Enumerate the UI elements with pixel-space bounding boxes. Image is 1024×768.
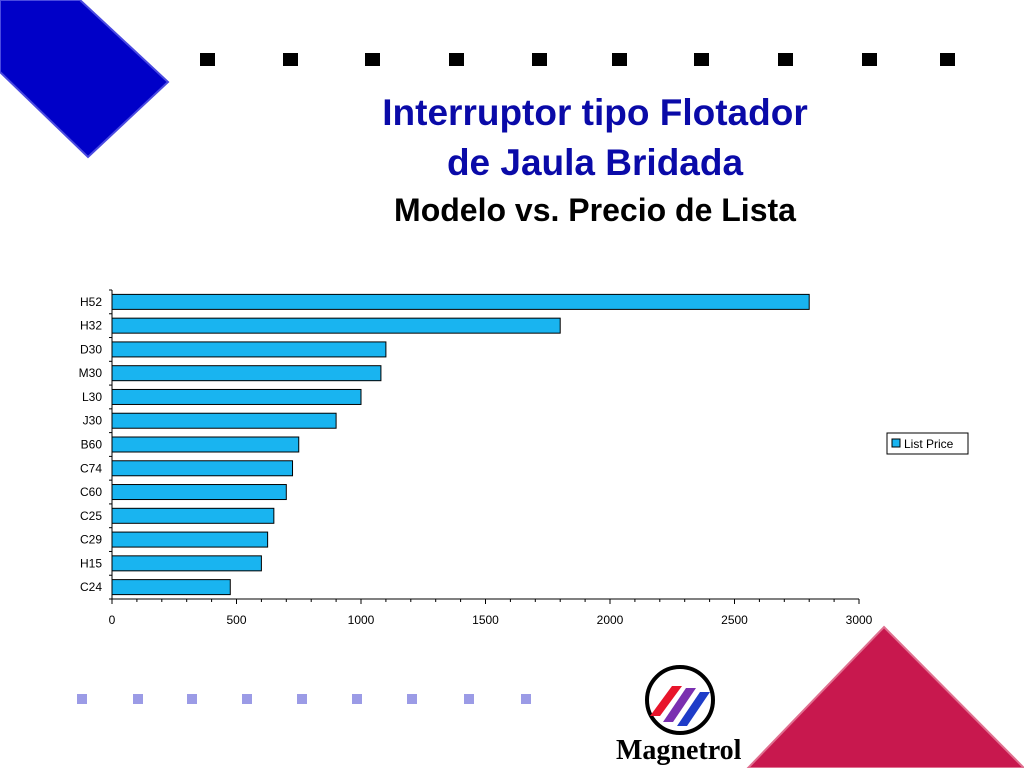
dark-square (612, 53, 627, 66)
x-tick-label-0: 0 (109, 613, 116, 627)
x-tick-label-1500: 1500 (472, 613, 499, 627)
chart-legend: List Price (886, 432, 969, 455)
category-label-C74: C74 (80, 461, 102, 475)
category-label-J30: J30 (83, 414, 103, 428)
dark-square (940, 53, 955, 66)
dark-square (365, 53, 380, 66)
dark-square (694, 53, 709, 66)
legend-label: List Price (904, 437, 954, 451)
light-square (77, 694, 87, 704)
light-square (242, 694, 252, 704)
corner-triangle-red (746, 625, 1024, 768)
light-square (407, 694, 417, 704)
category-label-M30: M30 (79, 366, 103, 380)
category-label-H32: H32 (80, 319, 102, 333)
dark-square (283, 53, 298, 66)
x-tick-label-2500: 2500 (721, 613, 748, 627)
logo-wordmark: Magnetrol (616, 735, 742, 766)
chart-bars (111, 293, 810, 596)
bar-M30 (111, 365, 382, 382)
bar-C24 (111, 579, 231, 596)
light-square (521, 694, 531, 704)
bar-D30 (111, 341, 387, 358)
slide-title-line1: Interruptor tipo Flotador (382, 92, 808, 133)
bar-L30 (111, 388, 362, 405)
light-square (464, 694, 474, 704)
slide-title-line2: de Jaula Bridada (446, 142, 744, 183)
bar-C74 (111, 460, 294, 477)
category-label-C25: C25 (80, 509, 102, 523)
tick-labels: 0 500 1000 1500 2000 2500 3000 (109, 613, 873, 627)
dark-square-row (200, 53, 955, 66)
dark-square (778, 53, 793, 66)
bar-B60 (111, 436, 300, 453)
dark-square (200, 53, 215, 66)
x-tick-label-1000: 1000 (348, 613, 375, 627)
light-square-row (77, 694, 531, 704)
x-tick-label-2000: 2000 (597, 613, 624, 627)
light-square (297, 694, 307, 704)
dark-square (449, 53, 464, 66)
logo-emblem-icon (645, 665, 715, 735)
bar-H32 (111, 317, 561, 334)
category-label-C29: C29 (80, 533, 102, 547)
bar-C60 (111, 484, 287, 501)
bar-J30 (111, 412, 337, 429)
category-label-C24: C24 (80, 580, 102, 594)
category-label-H52: H52 (80, 295, 102, 309)
corner-triangle-blue (0, 0, 170, 159)
slide-subtitle: Modelo vs. Precio de Lista (394, 192, 796, 228)
category-label-B60: B60 (81, 438, 103, 452)
x-tick-label-500: 500 (226, 613, 246, 627)
title-block: Interruptor tipo Flotador de Jaula Brida… (250, 88, 940, 232)
category-labels: C24 H15 C29 C25 C60 C74 B60 J30 L30 M30 D30 H32 H52 (79, 295, 103, 594)
dark-square (862, 53, 877, 66)
legend-swatch (891, 438, 901, 448)
x-tick-label-3000: 3000 (846, 613, 873, 627)
category-label-L30: L30 (82, 390, 102, 404)
category-label-C60: C60 (80, 485, 102, 499)
light-square (352, 694, 362, 704)
category-label-H15: H15 (80, 556, 102, 570)
bar-H52 (111, 293, 810, 310)
bar-H15 (111, 555, 262, 572)
bar-C25 (111, 507, 275, 524)
legend-box (886, 432, 969, 455)
light-square (133, 694, 143, 704)
light-square (187, 694, 197, 704)
dark-square (532, 53, 547, 66)
category-label-D30: D30 (80, 342, 102, 356)
bar-C29 (111, 531, 269, 548)
